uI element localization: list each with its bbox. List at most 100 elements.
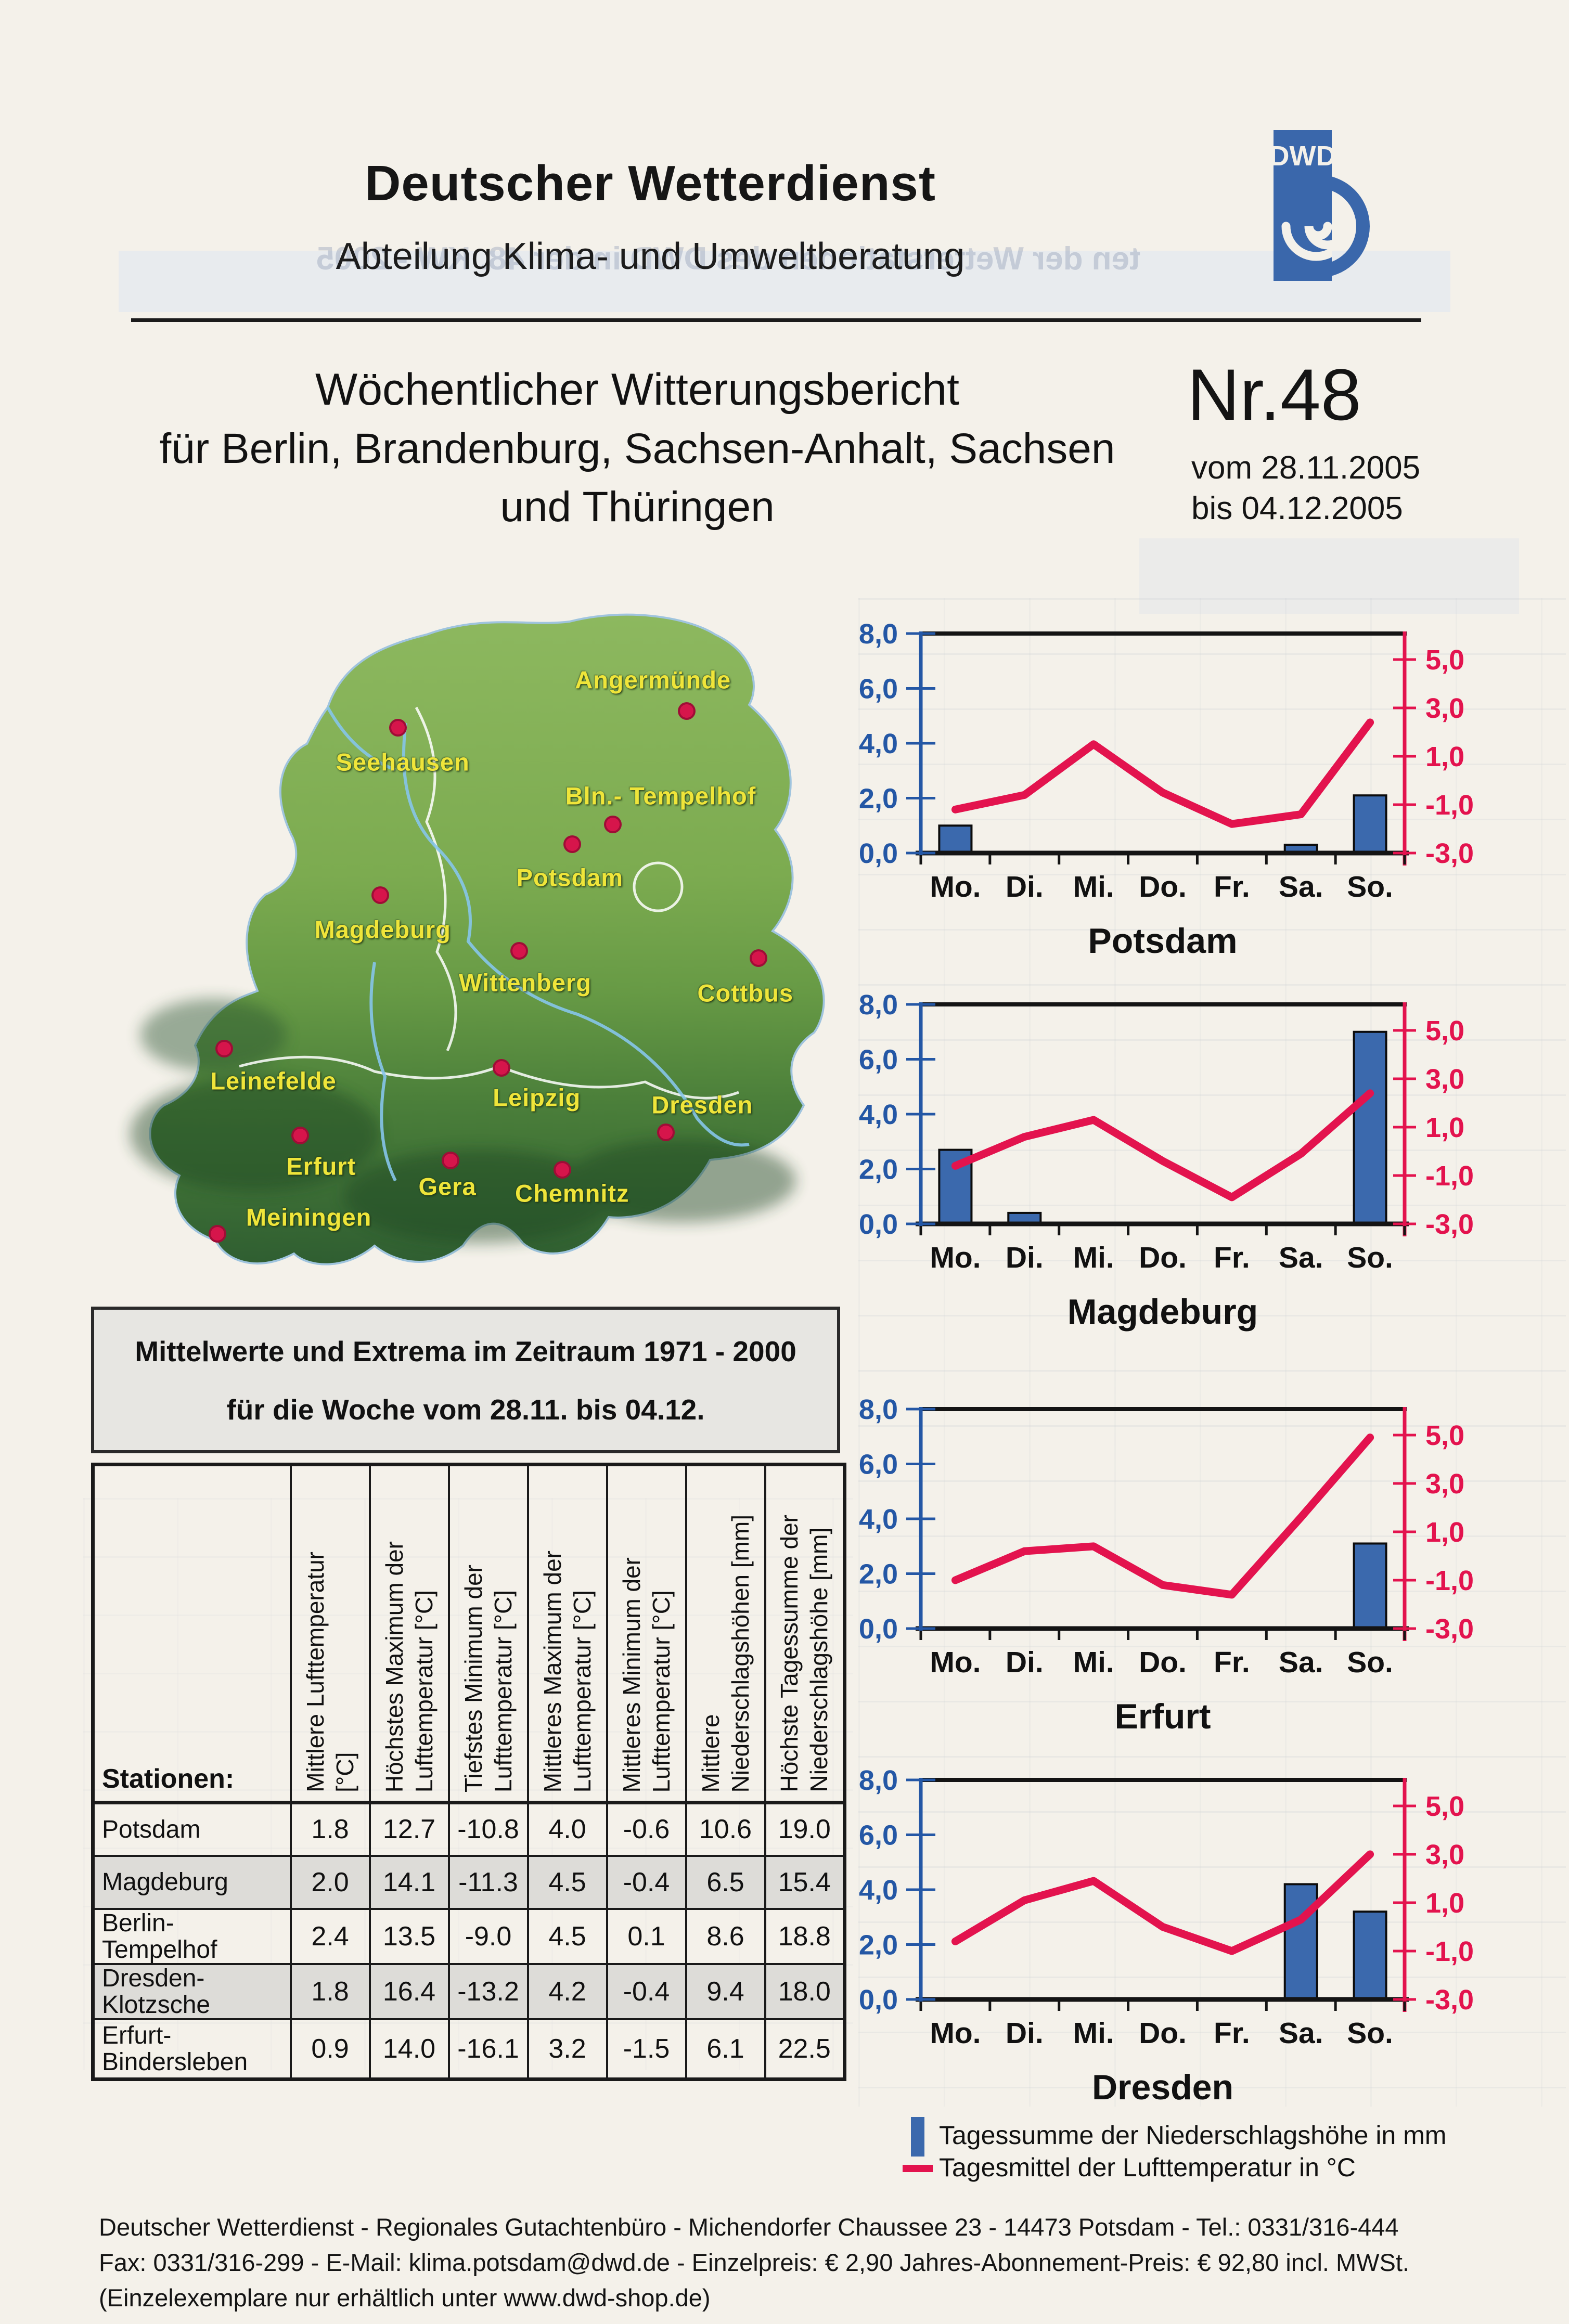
day-label: Do. [1139,1241,1187,1274]
left-axis-tick-label: 0,0 [859,1613,898,1645]
report-title-line1: Wöchentlicher Witterungsbericht [315,365,959,415]
logo-text: DWD [1274,140,1336,172]
map-city-dot-angermünde [678,702,696,720]
map-landmass [130,613,825,1266]
footer-line1: Deutscher Wetterdienst - Regionales Guta… [99,2213,1399,2241]
map-rivers [326,706,750,1182]
right-axis-tick-label: 1,0 [1425,1112,1464,1143]
map-city-label-erfurt: Erfurt [286,1152,356,1180]
station-value: 14.1 [368,1854,450,1910]
issue-date-to: bis 04.12.2005 [1191,490,1403,526]
station-value: -10.8 [447,1801,529,1857]
station-value: 6.5 [685,1854,766,1910]
left-axis-tick-label: 6,0 [859,674,898,705]
station-statistics-table: Stationen: Mittlere Lufttemperatur [°C] Hö… [91,1463,846,2081]
table-column-header-4: Mittleres Maximum der Lufttemperatur [°C… [526,1463,608,1804]
day-label: Sa. [1279,1646,1323,1679]
map-city-dot-potsdam [563,835,581,854]
table-column-header-6: Mittlere Niederschlagshöhen [mm] [685,1463,766,1804]
day-label: So. [1347,870,1393,903]
map-city-dot-erfurt [291,1127,310,1145]
report-title-line2: für Berlin, Brandenburg, Sachsen-Anhalt,… [159,425,1115,472]
table-stations-label: Stationen: [102,1764,235,1794]
left-axis-tick-label: 8,0 [859,1765,898,1796]
left-axis-tick-label: 8,0 [859,1394,898,1425]
right-axis-tick-label: 1,0 [1425,741,1464,772]
temperature-line [951,1434,1374,1599]
precip-bar [1283,1883,1318,2001]
station-value: 9.4 [685,1963,766,2020]
map-city-label-meiningen: Meiningen [246,1203,372,1231]
precip-bar [1353,1910,1387,2001]
right-axis-tick-label: 3,0 [1425,693,1464,724]
right-axis-tick-label: -3,0 [1425,1984,1474,2016]
header-divider [131,318,1421,322]
table-row-magdeburg: Magdeburg 2.0 14.1 -11.3 4.5 -0.4 6.5 15.4 [92,1854,846,1910]
station-value: 13.5 [368,1907,450,1965]
station-value: 8.6 [685,1907,766,1965]
day-label: Do. [1139,1646,1187,1679]
map-city-label-cottbus: Cottbus [697,979,794,1007]
day-label: Fr. [1214,2017,1250,2050]
station-value: 10.6 [685,1801,766,1857]
left-axis-tick-label: 4,0 [859,1099,898,1130]
left-axis-tick-label: 0,0 [859,1209,898,1240]
station-name: Potsdam [92,1801,292,1857]
day-label: Mi. [1073,1241,1114,1274]
right-axis-tick-label: -3,0 [1425,838,1474,869]
day-label: So. [1347,1646,1393,1679]
table-column-header-text: Höchstes Maximum der Lufttemperatur [°C] [380,1541,438,1792]
precipitation-bar-icon [911,2117,924,2157]
station-value: 6.1 [685,2018,766,2081]
table-column-header-5: Mittleres Minimum der Lufttemperatur [°C… [606,1463,687,1804]
table-corner-cell: Stationen: [92,1463,292,1804]
legend-temperature-label: Tagesmittel der Lufttemperatur in °C [939,2153,1356,2182]
issue-number: Nr.48 [1187,354,1361,435]
chart-title: Magdeburg [1068,1292,1258,1332]
precip-bar [1353,1542,1387,1630]
precip-bar [1353,794,1387,855]
chart-title: Dresden [1092,2068,1233,2107]
chart-title: Erfurt [1114,1697,1211,1736]
map-mountain-shading [130,999,796,1243]
chart-potsdam: 0,0 2,0 4,0 6,0 8,0 -3,0 -1,0 1,0 3,0 5,0 Mo. Di. Mi… [848,597,1561,966]
map-city-label-seehausen: Seehausen [336,748,470,776]
station-value: 3.2 [526,2018,608,2081]
chart-dresden: 0,0 2,0 4,0 6,0 8,0 -3,0 -1,0 1,0 3,0 5,0 Mo. Di. Mi… [848,1744,1561,2113]
table-row-potsdam: Potsdam 1.8 12.7 -10.8 4.0 -0.6 10.6 19.0 [92,1801,846,1857]
station-value: -11.3 [447,1854,529,1910]
station-value: 4.0 [526,1801,608,1857]
left-axis-tick-label: 6,0 [859,1449,898,1480]
organisation-title: Deutscher Wetterdienst [365,156,936,211]
map-city-label-potsdam: Potsdam [516,863,624,892]
weather-chart-svg: 0,0 2,0 4,0 6,0 8,0 -3,0 -1,0 1,0 3,0 5,0 Mo. Di. Mi… [859,618,1474,961]
left-axis-tick-label: 8,0 [859,989,898,1021]
table-column-header-2: Höchstes Maximum der Lufttemperatur [°C] [368,1463,450,1804]
day-label: Fr. [1214,1646,1250,1679]
station-name: Berlin- Tempelhof [92,1907,292,1965]
temperature-line [951,718,1374,828]
table-column-header-text: Tiefstes Minimum der Lufttemperatur [°C] [459,1565,517,1792]
footer-contact-block: Deutscher Wetterdienst - Regionales Guta… [99,2210,1514,2316]
left-axis-tick-label: 2,0 [859,1154,898,1185]
legend-precipitation-label: Tagessumme der Niederschlagshöhe in mm [939,2121,1447,2150]
issue-date-from: vom 28.11.2005 [1191,450,1421,486]
station-name: Dresden- Klotzsche [92,1963,292,2020]
right-axis-tick-label: -1,0 [1425,790,1474,821]
map-city-dot-magdeburg [371,886,390,904]
right-axis-tick-label: -3,0 [1425,1209,1474,1240]
map-city-dot-leinefelde [215,1039,233,1057]
station-value: 16.4 [368,1963,450,2020]
right-axis-tick-label: 1,0 [1425,1888,1464,1919]
table-row-erfurt-bindersleben: Erfurt- Bindersleben 0.9 14.0 -16.1 3.2 -1.5 6… [92,2018,846,2081]
right-axis-tick-label: -3,0 [1425,1613,1474,1645]
map-city-dot-wittenberg [510,942,528,960]
day-label: So. [1347,1241,1393,1274]
map-city-label-wittenberg: Wittenberg [459,969,592,997]
climate-means-info-box: Mittelwerte und Extrema im Zeitraum 1971… [91,1307,840,1453]
station-value: 2.4 [289,1907,371,1965]
left-axis-tick-label: 0,0 [859,838,898,869]
station-value: -13.2 [447,1963,529,2020]
dwd-logo-icon: DWD [1267,130,1430,307]
